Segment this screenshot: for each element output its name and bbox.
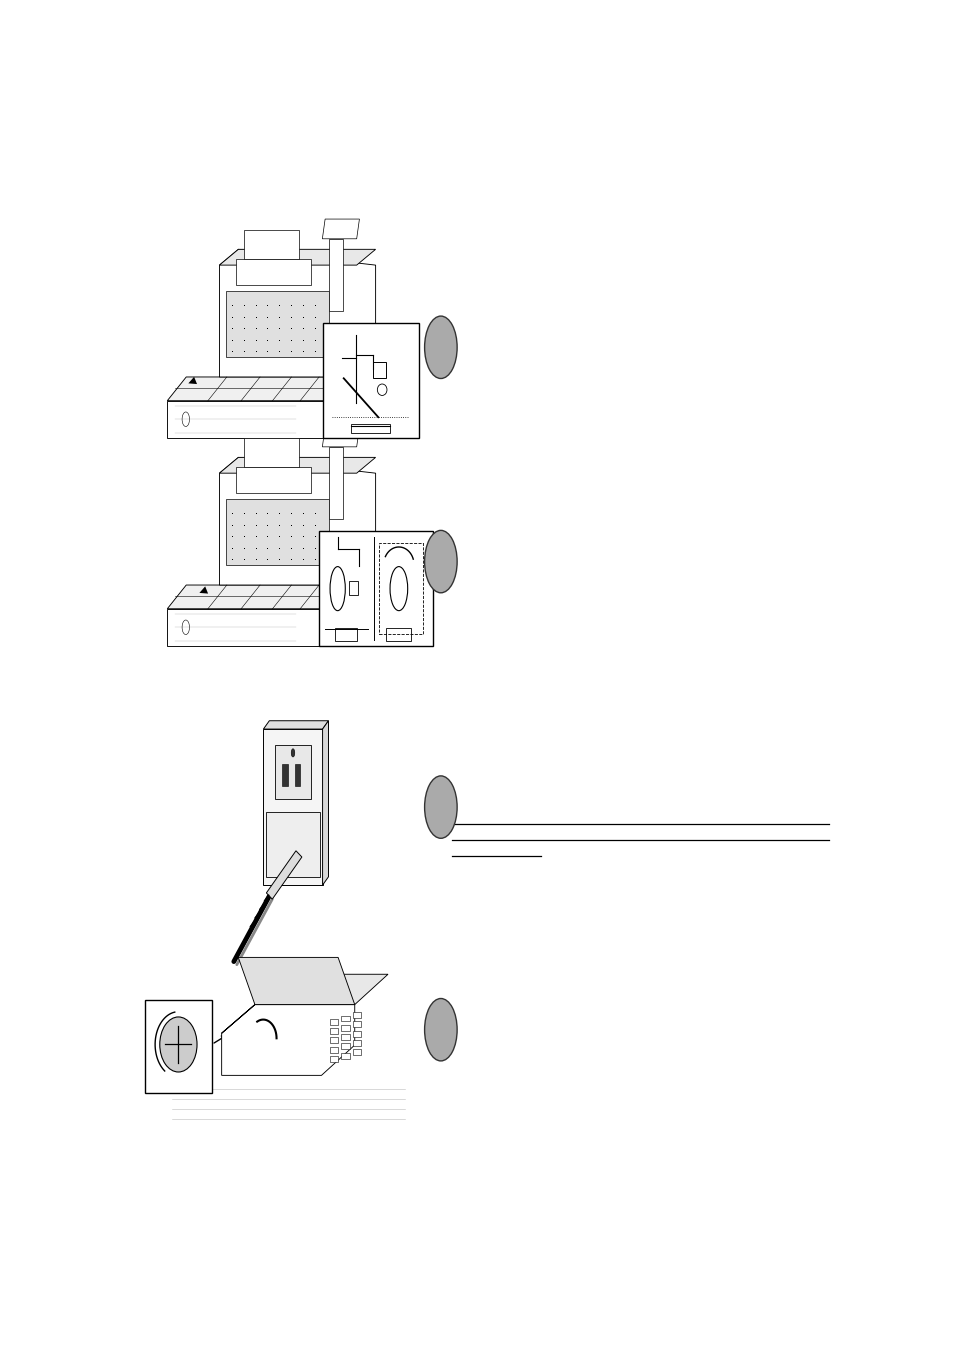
Bar: [386, 627, 411, 642]
Bar: [373, 362, 386, 378]
Bar: [266, 812, 319, 877]
Polygon shape: [322, 720, 328, 885]
Bar: [353, 1050, 361, 1055]
Ellipse shape: [424, 316, 456, 378]
Polygon shape: [266, 851, 301, 900]
Polygon shape: [221, 1005, 355, 1075]
Bar: [318, 531, 433, 646]
Bar: [330, 1056, 337, 1062]
Ellipse shape: [424, 531, 456, 593]
Bar: [282, 763, 288, 786]
Bar: [329, 239, 342, 311]
Polygon shape: [219, 250, 375, 377]
Bar: [330, 1019, 337, 1025]
Bar: [235, 466, 311, 493]
Bar: [322, 323, 418, 438]
Bar: [330, 1038, 337, 1043]
Polygon shape: [219, 458, 375, 585]
Bar: [378, 543, 422, 635]
Bar: [353, 1031, 361, 1036]
Bar: [341, 1025, 350, 1031]
Bar: [353, 1021, 361, 1027]
Bar: [341, 1016, 350, 1021]
Bar: [294, 763, 300, 786]
Bar: [351, 424, 390, 434]
Polygon shape: [167, 609, 352, 646]
Bar: [341, 1034, 350, 1040]
Polygon shape: [167, 377, 371, 401]
Bar: [341, 1043, 350, 1050]
Bar: [353, 1040, 361, 1046]
Bar: [244, 230, 298, 258]
Bar: [329, 447, 342, 519]
Bar: [330, 1047, 337, 1052]
Ellipse shape: [424, 998, 456, 1061]
Bar: [275, 744, 311, 800]
Bar: [235, 258, 311, 285]
Polygon shape: [322, 219, 359, 239]
Bar: [145, 1000, 212, 1093]
Bar: [341, 1052, 350, 1059]
Bar: [353, 1012, 361, 1019]
Polygon shape: [263, 730, 322, 885]
Polygon shape: [219, 458, 375, 473]
Bar: [226, 292, 329, 357]
Polygon shape: [263, 720, 328, 730]
Bar: [226, 500, 329, 565]
Bar: [330, 1028, 337, 1034]
Ellipse shape: [159, 1017, 197, 1071]
Polygon shape: [167, 401, 352, 438]
Polygon shape: [219, 250, 375, 265]
Polygon shape: [322, 427, 359, 447]
Bar: [244, 438, 298, 466]
Ellipse shape: [424, 775, 456, 838]
Polygon shape: [167, 585, 371, 609]
Ellipse shape: [291, 748, 294, 757]
Bar: [335, 627, 356, 642]
Bar: [348, 581, 357, 594]
Polygon shape: [238, 958, 355, 1005]
Polygon shape: [221, 974, 388, 1034]
